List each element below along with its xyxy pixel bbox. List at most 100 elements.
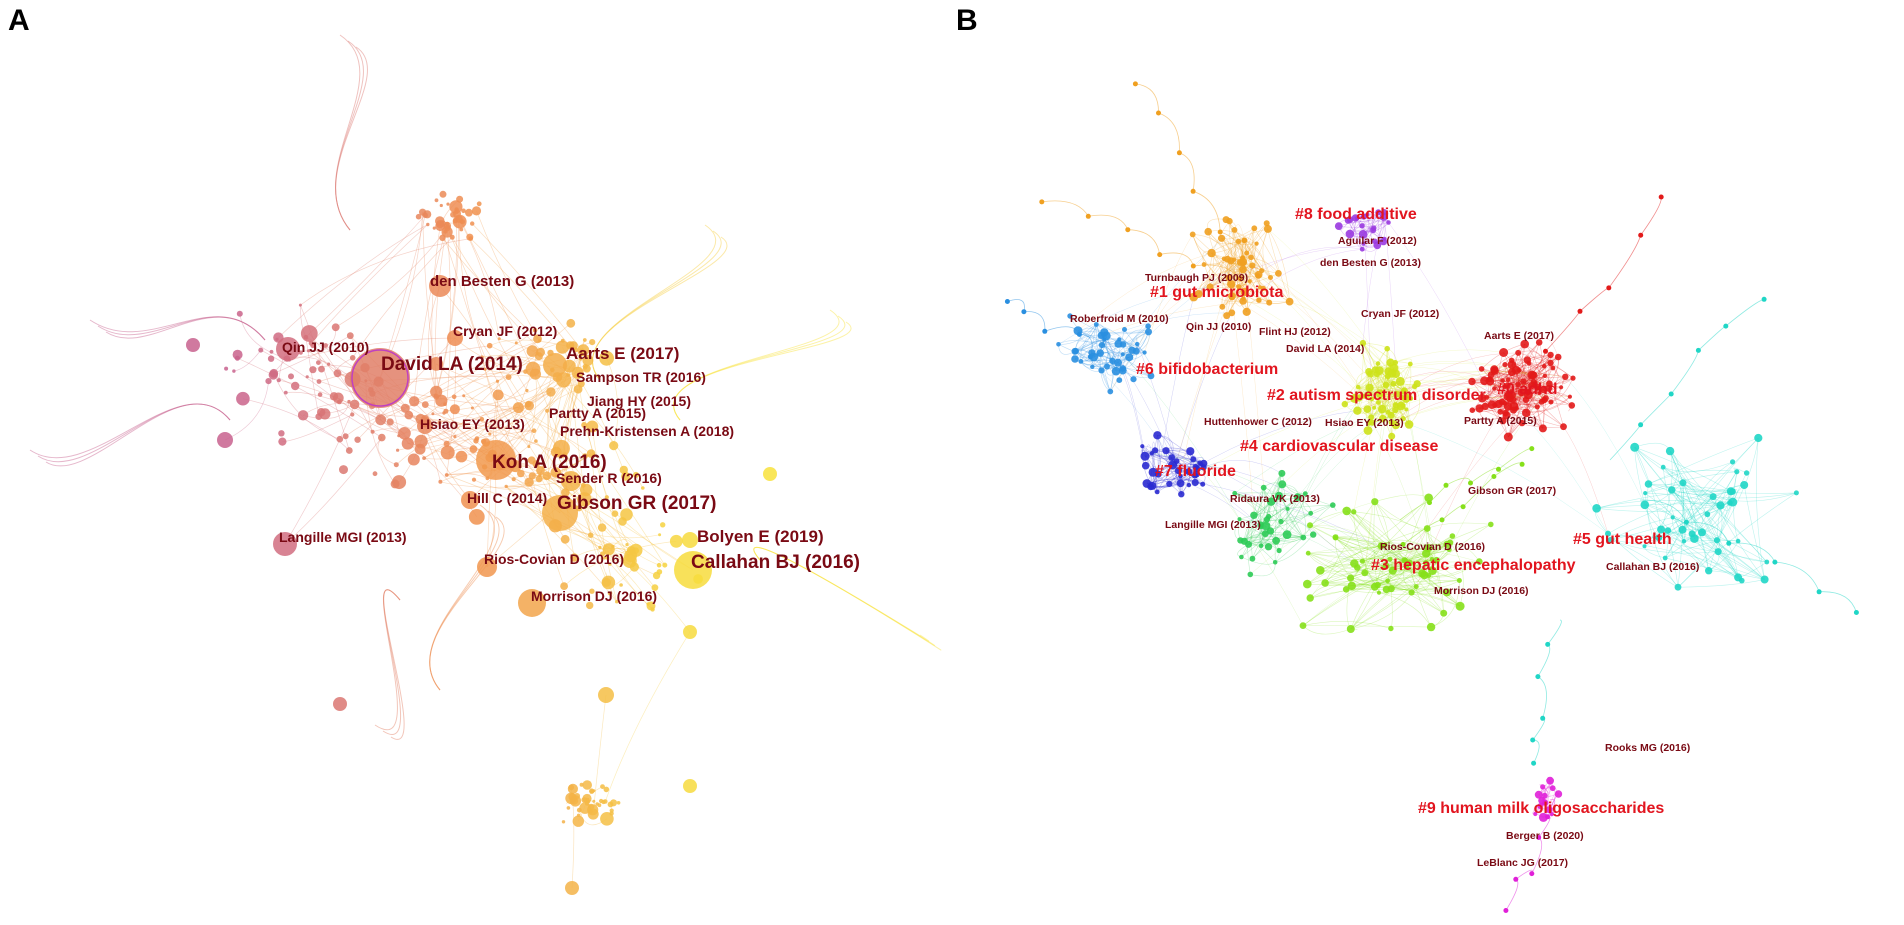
network-node bbox=[1173, 458, 1180, 465]
network-node bbox=[465, 208, 473, 217]
network-node bbox=[604, 495, 609, 500]
network-node bbox=[473, 438, 479, 444]
network-node bbox=[370, 429, 375, 434]
network-node bbox=[1071, 355, 1079, 363]
network-node bbox=[1531, 760, 1537, 766]
network-node bbox=[1369, 396, 1375, 402]
network-node bbox=[401, 437, 414, 450]
network-node bbox=[600, 812, 614, 826]
network-node bbox=[1347, 581, 1357, 591]
network-node bbox=[1359, 223, 1365, 229]
node-label: Cryan JF (2012) bbox=[1361, 308, 1439, 320]
network-node bbox=[1241, 237, 1248, 243]
network-node bbox=[1263, 516, 1271, 523]
network-node bbox=[443, 408, 449, 414]
cluster-label: #2 autism spectrum disorder bbox=[1267, 387, 1486, 404]
network-node bbox=[1488, 521, 1494, 528]
network-node bbox=[283, 390, 288, 395]
network-node bbox=[1259, 268, 1265, 274]
network-node bbox=[397, 434, 401, 438]
network-node bbox=[561, 820, 566, 824]
network-node bbox=[582, 338, 587, 342]
network-node bbox=[1344, 217, 1352, 224]
network-node bbox=[1185, 468, 1193, 476]
network-node bbox=[1516, 367, 1522, 373]
network-node bbox=[1231, 227, 1238, 233]
network-node bbox=[1109, 357, 1116, 365]
network-node bbox=[1174, 467, 1182, 475]
network-node bbox=[1502, 409, 1509, 417]
network-node bbox=[1439, 517, 1445, 523]
network-node bbox=[669, 534, 683, 548]
network-node bbox=[303, 334, 309, 340]
network-node bbox=[1559, 385, 1564, 390]
network-node bbox=[601, 799, 606, 805]
network-node bbox=[605, 556, 610, 560]
network-node bbox=[409, 396, 420, 407]
network-node bbox=[542, 495, 578, 531]
network-node bbox=[1090, 364, 1095, 369]
network-node bbox=[1754, 433, 1763, 443]
network-node bbox=[1278, 518, 1284, 525]
network-node bbox=[585, 801, 590, 806]
network-node bbox=[1370, 227, 1377, 234]
network-node bbox=[469, 445, 478, 453]
node-label: den Besten G (2013) bbox=[430, 273, 574, 290]
network-node bbox=[1285, 297, 1294, 306]
node-label: David LA (2014) bbox=[1286, 343, 1364, 355]
network-node bbox=[1384, 345, 1390, 352]
network-node bbox=[1528, 382, 1535, 390]
node-label: Rios-Covian D (2016) bbox=[1380, 541, 1485, 553]
network-node bbox=[1190, 263, 1196, 269]
network-node bbox=[1248, 254, 1254, 261]
network-node bbox=[1668, 391, 1674, 397]
panel-a-nodes bbox=[186, 190, 777, 895]
network-node bbox=[1378, 404, 1387, 414]
network-node bbox=[479, 416, 485, 422]
network-node bbox=[1570, 375, 1576, 381]
network-node bbox=[1157, 252, 1163, 258]
network-node bbox=[1261, 530, 1269, 538]
network-node bbox=[1360, 213, 1367, 220]
network-node bbox=[1278, 469, 1286, 477]
network-node bbox=[662, 562, 668, 568]
network-node bbox=[1705, 567, 1713, 575]
network-node bbox=[615, 600, 619, 604]
network-node bbox=[396, 448, 400, 452]
network-node bbox=[1481, 402, 1489, 410]
network-node bbox=[1125, 227, 1131, 233]
network-node bbox=[471, 206, 482, 216]
network-node bbox=[1816, 589, 1822, 595]
network-node bbox=[1546, 776, 1554, 785]
network-node bbox=[1249, 555, 1256, 562]
network-node bbox=[336, 435, 344, 443]
network-node bbox=[269, 349, 274, 354]
network-node bbox=[1554, 790, 1563, 798]
network-node bbox=[1004, 299, 1010, 304]
network-node bbox=[1355, 394, 1363, 402]
network-node bbox=[1097, 331, 1105, 339]
network-node bbox=[1247, 279, 1252, 284]
network-node bbox=[449, 200, 463, 214]
network-node bbox=[1446, 547, 1452, 553]
network-node bbox=[1365, 392, 1371, 398]
network-node bbox=[1308, 510, 1314, 516]
network-node bbox=[429, 357, 444, 371]
network-node bbox=[1236, 284, 1242, 290]
network-node bbox=[582, 363, 588, 369]
network-node bbox=[276, 337, 300, 361]
network-node bbox=[1321, 579, 1329, 587]
network-node bbox=[470, 221, 475, 226]
network-node bbox=[339, 465, 348, 475]
network-node bbox=[1726, 540, 1732, 546]
network-node bbox=[1361, 569, 1369, 577]
network-node bbox=[1306, 594, 1314, 602]
network-node bbox=[1440, 609, 1448, 617]
network-node bbox=[1276, 547, 1282, 554]
network-node bbox=[1443, 588, 1451, 597]
network-node bbox=[1529, 446, 1535, 452]
network-node bbox=[1225, 274, 1233, 282]
node-label: Flint HJ (2012) bbox=[1259, 326, 1331, 338]
network-node bbox=[276, 378, 281, 383]
network-node bbox=[1723, 323, 1729, 329]
